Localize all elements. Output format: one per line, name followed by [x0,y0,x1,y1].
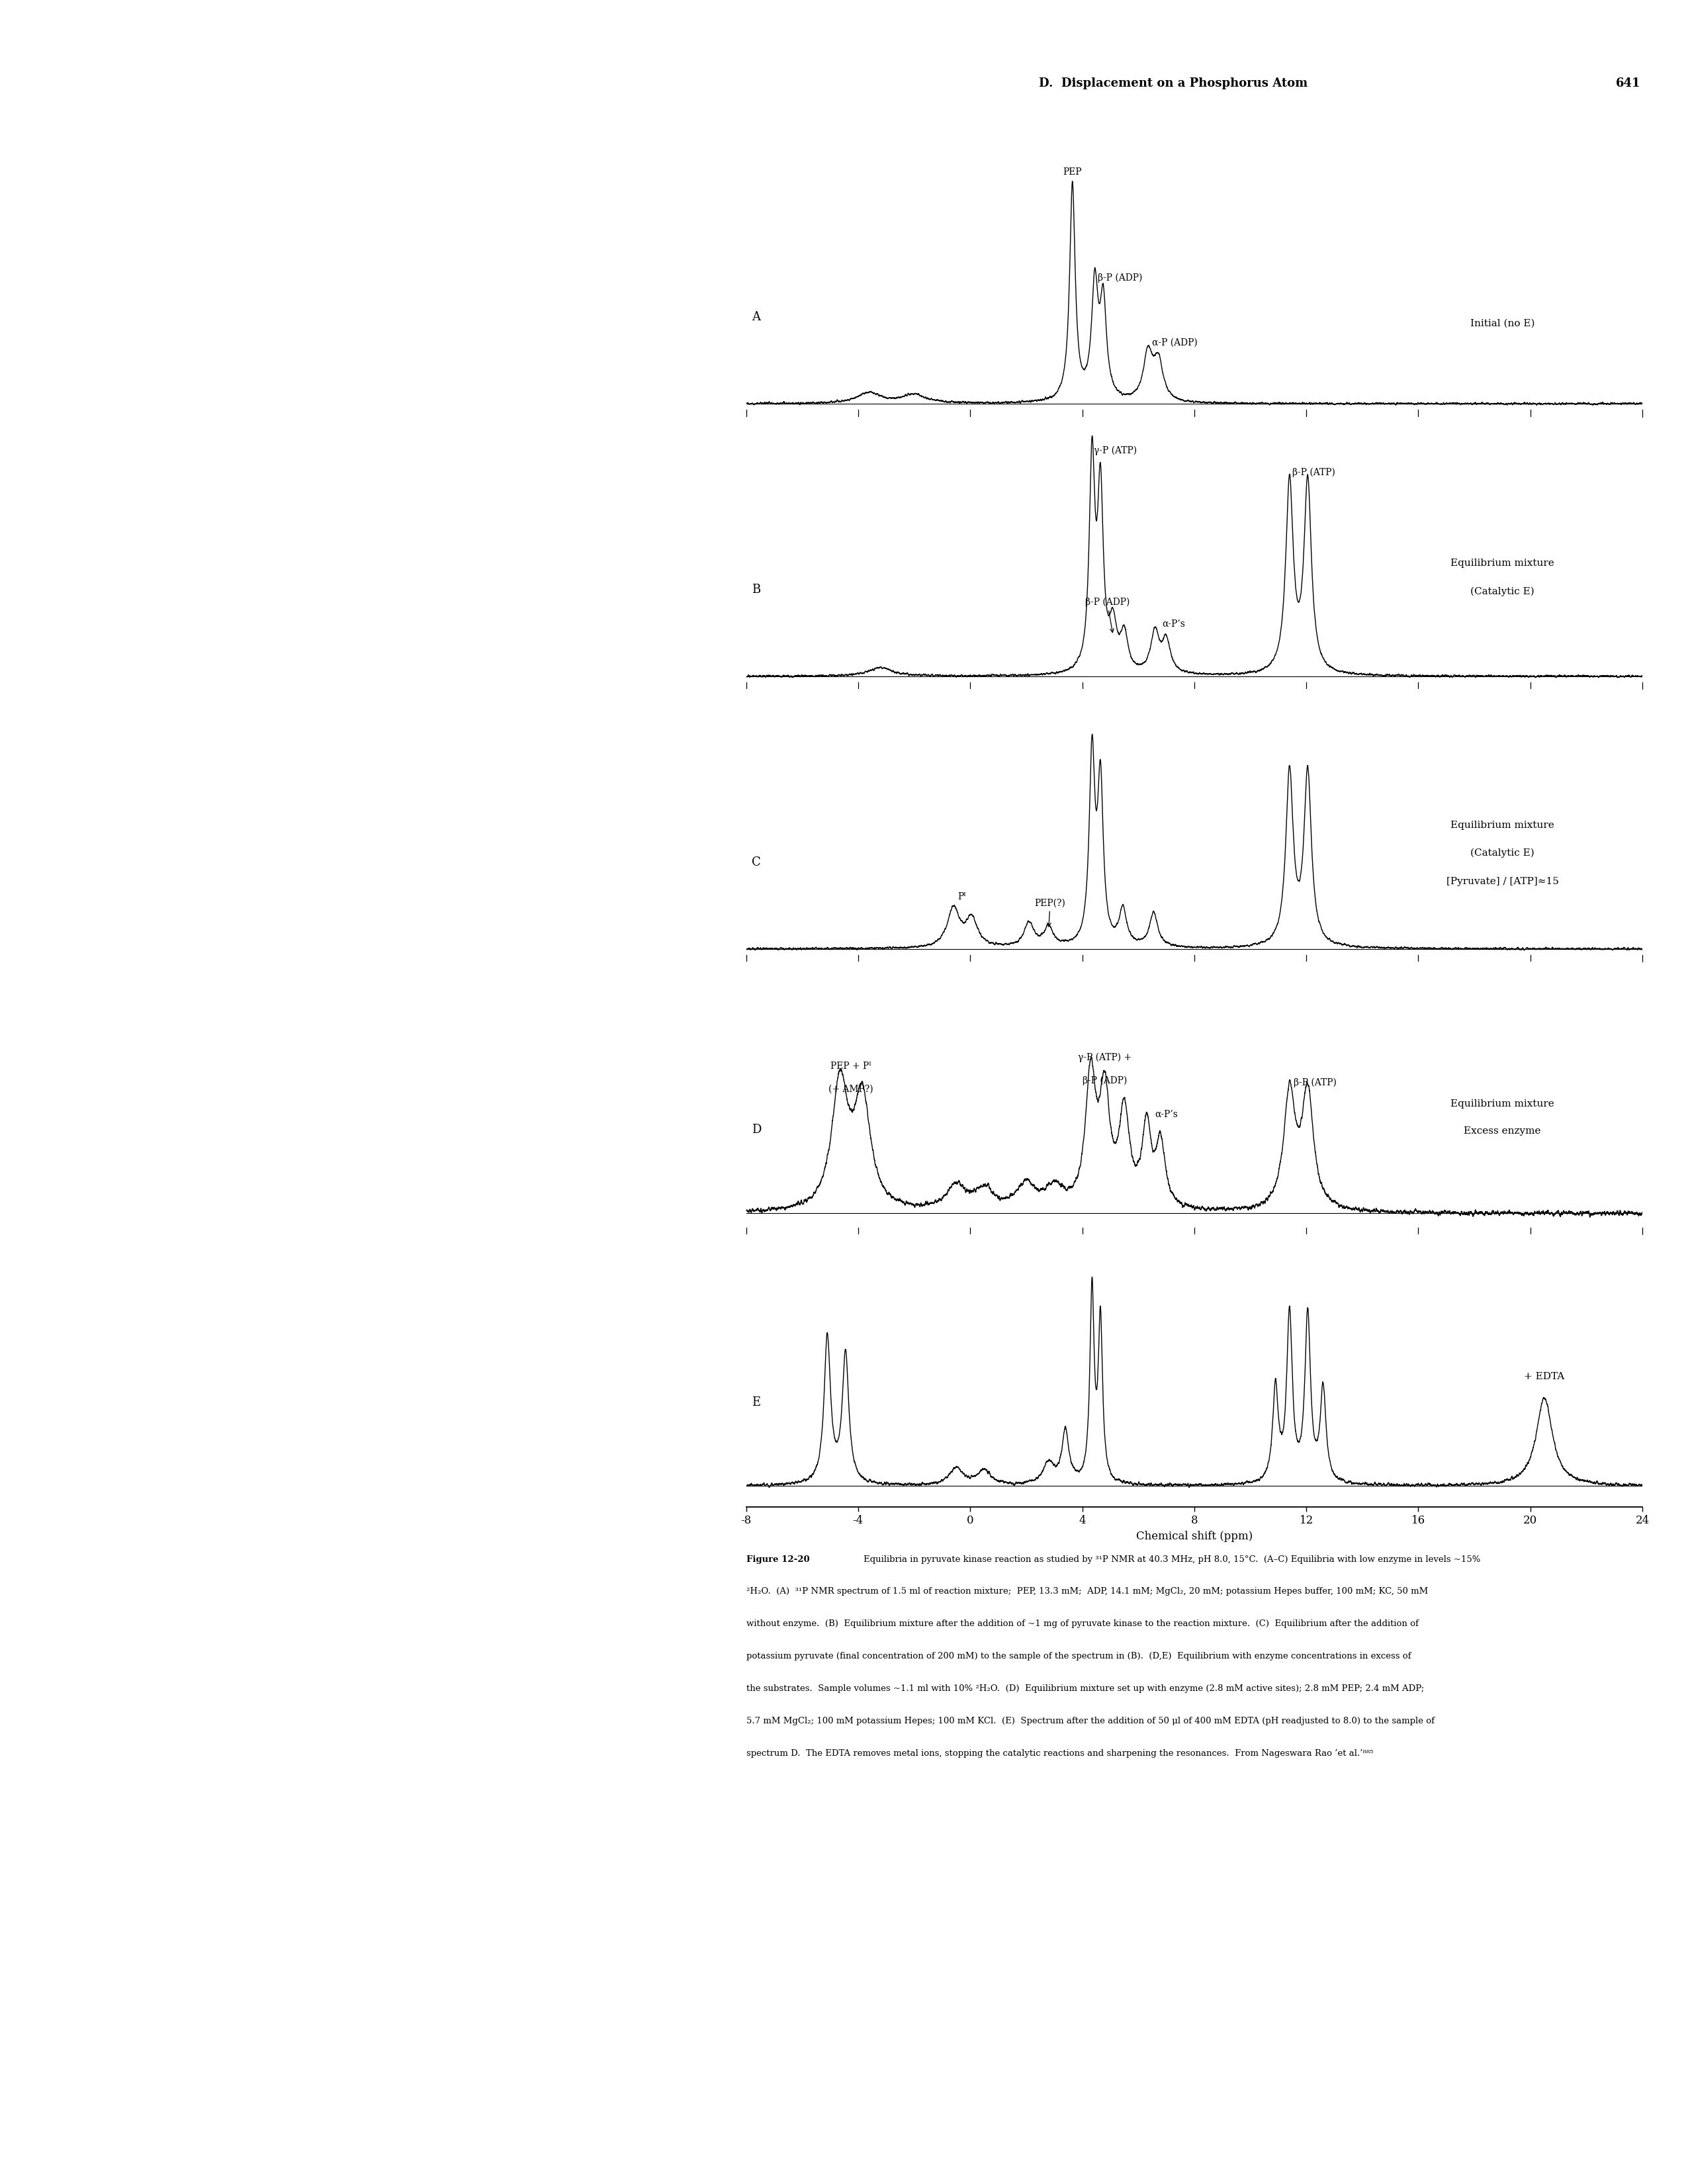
Text: ²H₂O.  (A)  ³¹P NMR spectrum of 1.5 ml of reaction mixture;  PEP, 13.3 mM;  ADP,: ²H₂O. (A) ³¹P NMR spectrum of 1.5 ml of … [746,1588,1428,1597]
Text: PEP + Pᴵ: PEP + Pᴵ [830,1061,871,1070]
Text: α-P’s: α-P’s [1155,1109,1178,1118]
Text: (Catalytic E): (Catalytic E) [1470,587,1534,596]
Text: γ-P (ATP) +: γ-P (ATP) + [1077,1053,1131,1061]
Text: spectrum D.  The EDTA removes metal ions, stopping the catalytic reactions and s: spectrum D. The EDTA removes metal ions,… [746,1749,1372,1758]
X-axis label: Chemical shift (ppm): Chemical shift (ppm) [1136,1531,1252,1542]
Text: Equilibrium mixture: Equilibrium mixture [1450,1099,1555,1109]
Text: potassium pyruvate (final concentration of 200 mM) to the sample of the spectrum: potassium pyruvate (final concentration … [746,1651,1411,1660]
Text: B: B [751,583,761,596]
Text: β-P (ADP): β-P (ADP) [1082,1077,1128,1085]
Text: β-P (ADP): β-P (ADP) [1097,273,1143,282]
Text: Equilibrium mixture: Equilibrium mixture [1450,559,1555,568]
Text: 641: 641 [1615,76,1641,90]
Text: PEP(?): PEP(?) [1035,898,1065,926]
Text: D: D [751,1123,761,1136]
Text: Equilibrium mixture: Equilibrium mixture [1450,821,1555,830]
Text: D.  Displacement on a Phosphorus Atom: D. Displacement on a Phosphorus Atom [1038,76,1308,90]
Text: (Catalytic E): (Catalytic E) [1470,847,1534,858]
Text: without enzyme.  (B)  Equilibrium mixture after the addition of ~1 mg of pyruvat: without enzyme. (B) Equilibrium mixture … [746,1621,1418,1629]
Text: α-P (ADP): α-P (ADP) [1153,339,1198,347]
Text: PEP: PEP [1063,168,1082,177]
Text: Pᴵ: Pᴵ [957,891,966,902]
Text: Initial (no E): Initial (no E) [1470,319,1534,328]
Text: A: A [751,312,760,323]
Text: 5.7 mM MgCl₂; 100 mM potassium Hepes; 100 mM KCl.  (E)  Spectrum after the addit: 5.7 mM MgCl₂; 100 mM potassium Hepes; 10… [746,1717,1435,1725]
Text: [Pyruvate] / [ATP]≈15: [Pyruvate] / [ATP]≈15 [1447,876,1558,887]
Text: β-P (ATP): β-P (ATP) [1293,467,1335,478]
Text: Figure 12-20: Figure 12-20 [746,1555,814,1564]
Text: the substrates.  Sample volumes ~1.1 ml with 10% ²H₂O.  (D)  Equilibrium mixture: the substrates. Sample volumes ~1.1 ml w… [746,1684,1425,1693]
Text: Excess enzyme: Excess enzyme [1463,1127,1541,1136]
Text: β-P (ADP): β-P (ADP) [1085,598,1129,633]
Text: α-P’s: α-P’s [1161,620,1185,629]
Text: C: C [751,856,761,869]
Text: Equilibria in pyruvate kinase reaction as studied by ³¹P NMR at 40.3 MHz, pH 8.0: Equilibria in pyruvate kinase reaction a… [864,1555,1480,1564]
Text: β-P (ATP): β-P (ATP) [1293,1079,1337,1088]
Text: E: E [751,1396,760,1409]
Text: γ-P (ATP): γ-P (ATP) [1094,446,1138,456]
Text: + EDTA: + EDTA [1524,1372,1565,1380]
Text: (+ AMP?): (+ AMP?) [829,1085,873,1094]
